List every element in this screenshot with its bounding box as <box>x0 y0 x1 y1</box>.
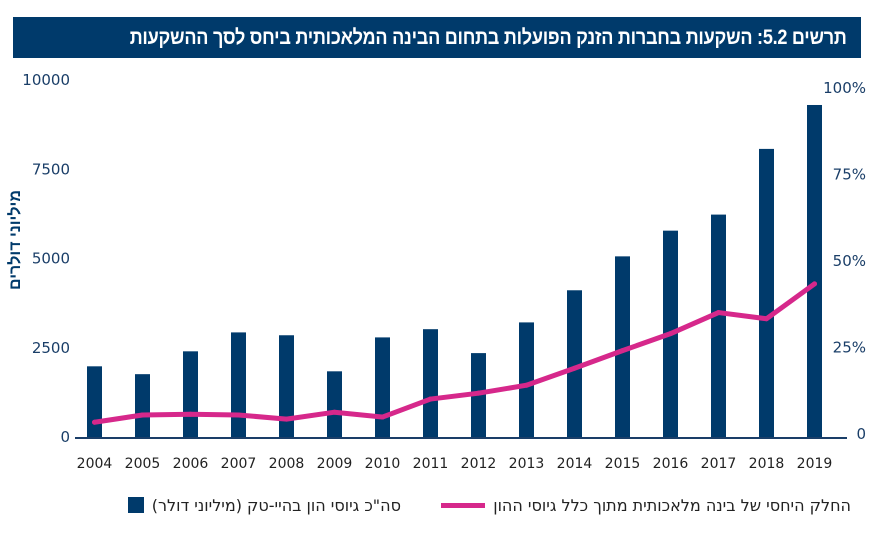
line-point-2014 <box>572 365 577 371</box>
x-tick-label: 2005 <box>125 456 161 472</box>
line-point-2019 <box>812 281 817 287</box>
x-tick-label: 2012 <box>461 456 497 472</box>
line-point-2006 <box>188 411 193 417</box>
y2-tick-label: 75% <box>833 166 866 184</box>
legend-label-line: החלק היחסי של בינה מלאכותית מתוך כלל גיו… <box>493 495 851 515</box>
x-tick-label: 2009 <box>317 456 353 472</box>
x-tick-label: 2004 <box>77 456 113 472</box>
x-tick-label: 2015 <box>605 456 641 472</box>
y2-tick-label: 25% <box>833 339 866 357</box>
y-tick-label: 10000 <box>22 71 70 89</box>
line-point-2017 <box>716 310 721 316</box>
bar-2009 <box>327 371 342 437</box>
legend-item-bar: סה"כ גיוסי הון בהיי-טק (מיליוני דולר) <box>127 490 401 520</box>
y2-tick-label: 100% <box>823 79 866 97</box>
legend-label-bar: סה"כ גיוסי הון בהיי-טק (מיליוני דולר) <box>151 495 401 515</box>
line-point-2007 <box>236 412 241 418</box>
line-point-2011 <box>428 396 433 402</box>
bar-2017 <box>711 214 726 437</box>
x-tick-label: 2018 <box>749 456 785 472</box>
y-tick-label: 7500 <box>32 160 70 178</box>
line-points <box>92 281 817 425</box>
bar-2011 <box>423 329 438 437</box>
chart-title-bar: תרשים 5.2: השקעות בחברות הזנק הפועלות בת… <box>13 17 861 58</box>
x-tick-label: 2007 <box>221 456 257 472</box>
line-point-2015 <box>620 348 625 354</box>
y-tick-label: 5000 <box>32 250 70 268</box>
bar-2019 <box>807 104 822 438</box>
bar-2018 <box>759 148 774 437</box>
x-tick-label: 2011 <box>413 456 449 472</box>
line-point-2005 <box>140 412 145 418</box>
legend-swatch-line-icon <box>441 502 486 508</box>
y2-tick-label: 0 <box>856 425 866 443</box>
x-tick-label: 2014 <box>557 456 593 472</box>
y-tick-label: 0 <box>60 428 70 446</box>
line-point-2018 <box>764 316 769 322</box>
x-tick-label: 2008 <box>269 456 305 472</box>
legend-item-line: החלק היחסי של בינה מלאכותית מתוך כלל גיו… <box>441 490 851 520</box>
y-axis-left-ticks: 0 2500 5000 7500 10000 <box>22 71 70 446</box>
bar-2006 <box>183 351 198 437</box>
line-point-2016 <box>668 331 673 337</box>
x-axis-ticks: 2004 2005 2006 2007 2008 2009 2010 2011 2012 2013… <box>77 456 833 472</box>
bar-2015 <box>615 256 630 437</box>
bar-2005 <box>135 374 150 437</box>
line-point-2008 <box>284 416 289 422</box>
x-tick-label: 2016 <box>653 456 689 472</box>
chart-title: תרשים 5.2: השקעות בחברות הזנק הפועלות בת… <box>129 25 847 49</box>
legend-swatch-bar-icon <box>127 497 144 513</box>
y2-tick-label: 50% <box>833 252 866 270</box>
bar-2004 <box>87 366 102 437</box>
bar-2007 <box>231 332 246 437</box>
y-tick-label: 2500 <box>32 339 70 357</box>
line-point-2012 <box>476 390 481 396</box>
bar-2014 <box>567 290 582 437</box>
bar-2008 <box>279 335 294 437</box>
x-tick-label: 2017 <box>701 456 737 472</box>
x-tick-label: 2013 <box>509 456 545 472</box>
x-tick-label: 2019 <box>797 456 833 472</box>
line-point-2009 <box>332 409 337 415</box>
line-point-2010 <box>380 414 385 420</box>
line-point-2013 <box>524 382 529 388</box>
x-tick-label: 2010 <box>365 456 401 472</box>
x-tick-label: 2006 <box>173 456 209 472</box>
line-point-2004 <box>92 419 97 425</box>
bar-2010 <box>375 337 390 437</box>
bar-2013 <box>519 322 534 437</box>
line-series <box>92 281 817 425</box>
bar-series <box>87 104 822 438</box>
y-axis-right-ticks: 0 25% 50% 75% 100% <box>823 79 866 443</box>
